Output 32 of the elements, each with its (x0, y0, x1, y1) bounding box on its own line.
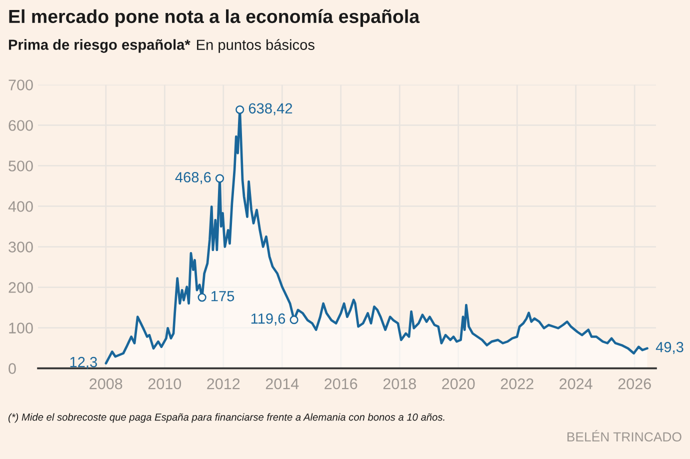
x-tick-label: 2008 (90, 378, 122, 390)
x-tick-label: 2016 (324, 378, 358, 390)
annotation: 12,3 (70, 356, 97, 369)
y-tick-label: 300 (8, 242, 33, 252)
text: BELÉN TRINCADO (567, 430, 682, 442)
y-tick-label: 100 (9, 322, 33, 334)
annotation: 468,6 (175, 172, 211, 184)
y-tick-label: 600 (8, 120, 33, 131)
x-tick-label: 2020 (442, 378, 475, 390)
x-tick-label: 2014 (266, 378, 299, 390)
annotation: 119,6 (251, 313, 286, 326)
annotation: 49,3 (656, 342, 684, 354)
annotation: 638,42 (248, 103, 292, 116)
x-tick-label: 2024 (560, 378, 592, 390)
y-tick-label: 0 (8, 363, 16, 374)
x-tick-label: 2022 (500, 378, 534, 390)
x-tick-label: 2026 (618, 378, 651, 390)
point (215, 174, 224, 183)
y-tick-label: 400 (8, 201, 33, 212)
point (290, 316, 298, 324)
annotation: 175 (211, 291, 234, 302)
y-tick-label: 200 (8, 282, 33, 293)
x-tick-label: 2018 (383, 378, 416, 390)
point (236, 105, 244, 114)
x-tick-label: 2010 (148, 378, 182, 390)
text: (*) Mide el sobrecoste que paga España para financiarse frente a Alemania con bonos a 10 años. (8, 413, 444, 423)
chart-title: El mercado pone nota a la economía española (9, 9, 420, 27)
x-tick-label: 2012 (207, 378, 240, 390)
point (198, 293, 206, 302)
chart-subtitle: Prima de riesgo española* En puntos básicos (8, 39, 314, 53)
y-tick-label: 700 (8, 80, 33, 90)
y-tick-label: 500 (8, 160, 33, 172)
